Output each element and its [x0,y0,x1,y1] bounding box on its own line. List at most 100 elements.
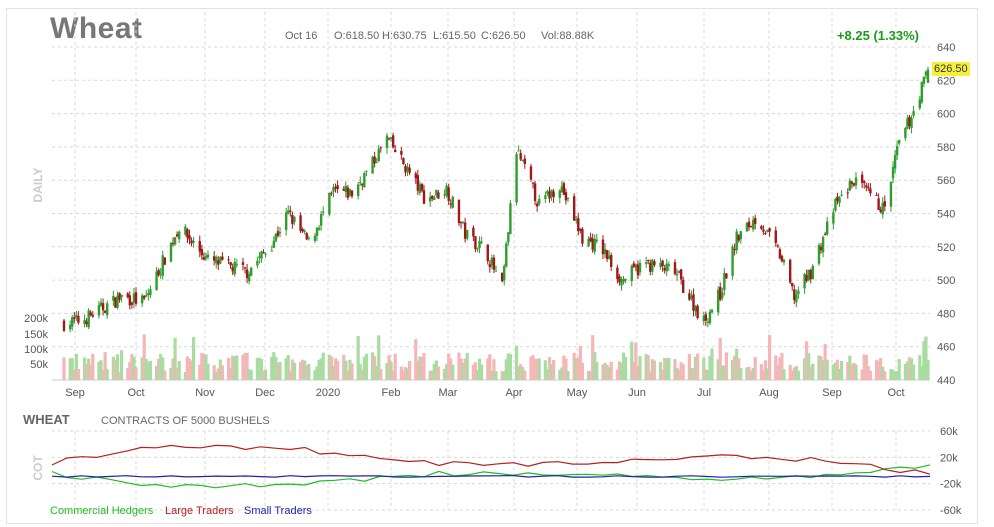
candle-body [215,256,218,264]
candle-body [661,260,664,267]
volume-bar [97,361,101,380]
x-tick-label: Feb [382,387,401,399]
volume-bar [128,362,132,380]
candle-body [708,311,712,324]
candle-body [274,233,278,242]
candle-body [379,147,382,149]
candle-body [891,166,895,179]
volume-bar [805,341,809,380]
grid: 640 620 600 580 560 540 520 500 480 460 440 Sep Oct N… [52,12,955,399]
candle-body [276,231,280,236]
volume-bar [169,367,173,380]
candle-body [893,154,897,169]
candle-body [431,195,434,199]
candle-body [188,235,191,240]
x-tick-label: Nov [195,387,215,399]
candle-body [389,137,393,140]
candle-body [260,251,263,259]
last-price-badge: 626.50 [932,62,970,76]
cot-line-large-traders [51,444,931,475]
candle-body [774,230,777,244]
volume-bar [500,371,504,380]
candle-body [776,245,780,247]
candle-body [202,257,206,260]
candle-body [200,248,204,256]
candle-body [163,257,166,265]
volume-bar [632,362,636,380]
volume-bar [375,366,379,380]
volume-bar [274,356,278,380]
candle-body [83,319,86,325]
candle-body [834,198,837,211]
y-tick-label: 440 [937,375,955,387]
volume-bar [346,371,350,380]
volume-bar [817,355,821,380]
chart-frame [6,8,978,524]
candle-body [688,293,691,300]
volume-bar [389,361,393,380]
volume-bar [72,369,76,380]
candle-body [77,315,80,323]
candle-body [875,195,878,197]
volume-bar [356,336,360,380]
candle-body [435,189,438,196]
volume-bar [739,368,743,380]
candle-body [564,192,568,201]
volume-bar [120,350,124,380]
candle-body [638,262,642,273]
volume-bar [761,370,766,380]
candle-body [328,193,331,215]
candle-body [546,190,549,194]
x-tick-label: Mar [439,387,458,399]
candle-body [865,185,868,188]
candle-body [428,197,432,202]
candle-body [665,263,668,272]
candle-body [120,294,123,298]
volume-bar [348,359,352,380]
candle-body [149,289,152,296]
volume-bar [241,354,245,380]
volume-bar [117,371,122,380]
volume-bar [91,353,95,380]
candle-body [745,222,749,232]
low-label: L:615.50 [433,30,476,42]
volume-bar [566,371,570,380]
candle-body [461,221,465,223]
candle-body [97,304,101,316]
candle-body [926,69,930,83]
candle-body [898,140,901,144]
cot-line-commercial-hedgers [51,464,931,489]
volume-bar [549,363,554,380]
candle-body [908,116,911,126]
candle-body [241,262,245,266]
candle-body [587,238,590,247]
volume-bar [780,352,784,380]
candle-body [313,235,317,241]
candle-body [634,265,638,267]
candle-body [463,222,467,239]
candle-body [548,191,551,199]
candle-body [319,213,323,226]
candle-body [103,310,107,313]
candle-body [459,222,463,224]
candle-body [673,262,677,274]
volume-bar [794,366,798,380]
candle-body [445,185,448,196]
candle-body [737,234,740,241]
candle-body [651,259,654,272]
volume-bar [893,371,897,380]
candle-body [616,267,619,280]
volume-bar [243,352,247,380]
volume-bar [866,366,870,380]
volume-bar [475,369,480,380]
candle-body [112,295,115,301]
candle-body [159,272,162,274]
candle-body [416,175,420,191]
candle-body [134,292,138,304]
volume-bar [658,362,663,380]
candle-body [243,267,247,269]
volume-bar [907,357,912,380]
candle-body [371,156,374,174]
volume-bar [142,334,146,380]
volume-bar [307,364,311,380]
